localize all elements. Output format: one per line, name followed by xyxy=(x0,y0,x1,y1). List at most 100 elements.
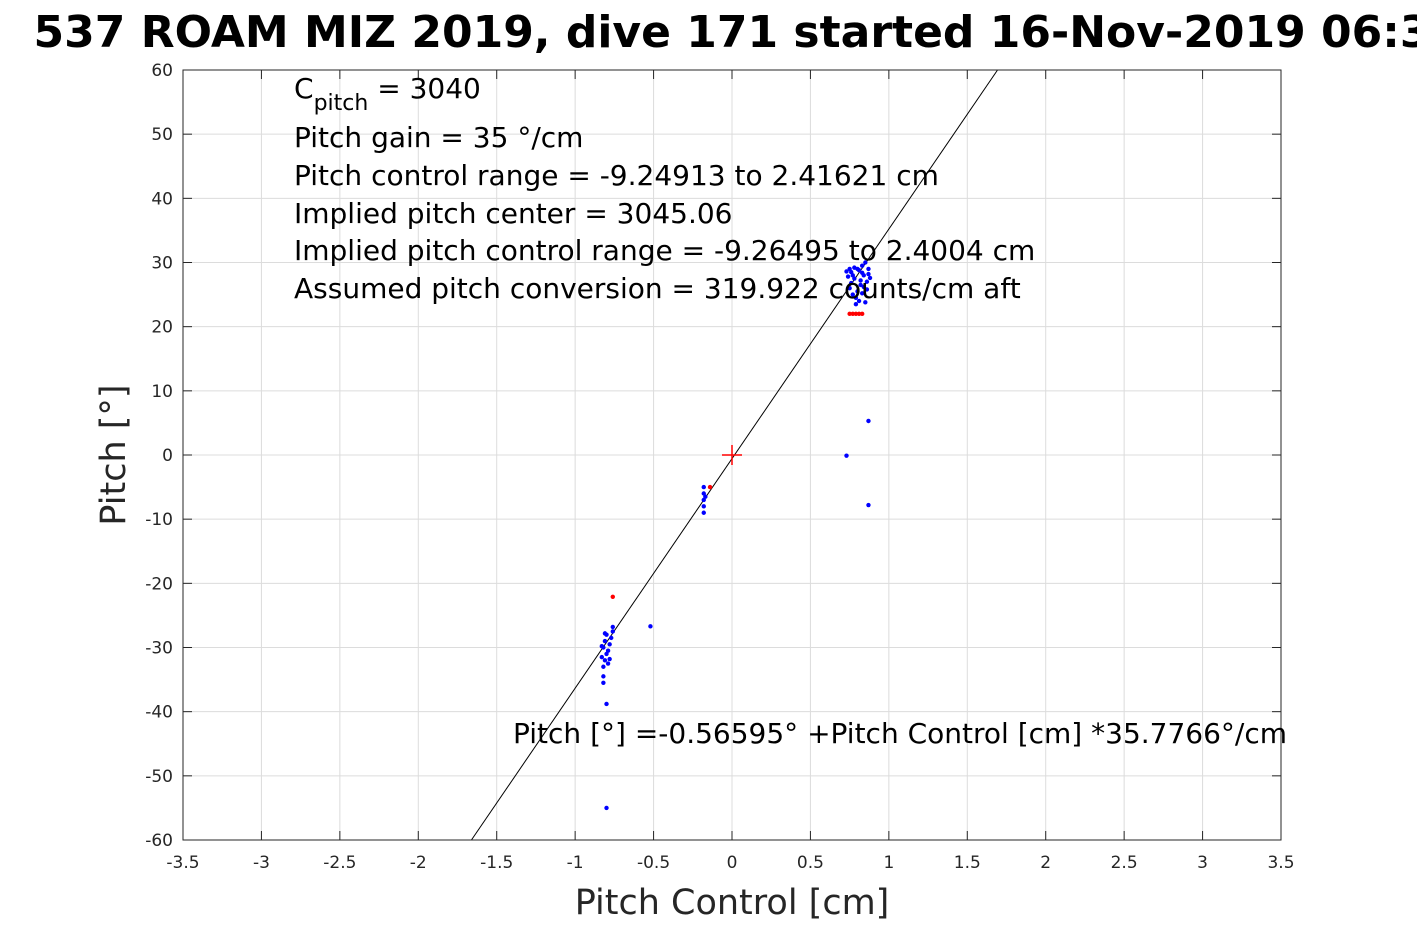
y-tick-label: -20 xyxy=(145,574,173,594)
data-point xyxy=(601,664,606,669)
fit-equation: Pitch [°] =-0.56595° +Pitch Control [cm]… xyxy=(513,717,1287,750)
data-points xyxy=(599,260,873,811)
x-tick-label: -2.5 xyxy=(323,853,356,873)
data-point xyxy=(604,805,609,811)
annotation-block: Cpitch = 3040 Pitch gain = 35 °/cm Pitch… xyxy=(294,72,1035,305)
data-point xyxy=(610,629,615,634)
data-point xyxy=(849,280,854,286)
data-point xyxy=(859,291,865,296)
axis-ticks: -3.5 -3 -2.5 -2 -1.5 -1 -0.5 0 0.5 1 1.5 2 2.5 3 3.5 60… xyxy=(145,61,1294,873)
data-point xyxy=(853,311,859,317)
y-tick-label: -60 xyxy=(145,831,173,851)
data-point xyxy=(866,271,871,277)
annotation-line: Pitch gain = 35 °/cm xyxy=(294,121,583,154)
data-point xyxy=(599,644,605,649)
data-point xyxy=(856,298,862,304)
x-tick-label: 1 xyxy=(883,853,894,873)
data-point xyxy=(601,680,606,685)
data-point xyxy=(866,502,871,508)
c-pitch-value: = 3040 xyxy=(368,72,481,105)
data-point xyxy=(701,484,706,490)
data-point xyxy=(604,701,609,707)
data-point xyxy=(610,624,615,630)
data-point xyxy=(703,494,708,499)
data-point xyxy=(863,260,868,265)
data-point xyxy=(610,594,615,600)
data-point xyxy=(602,638,608,644)
y-tick-label: 50 xyxy=(151,125,173,145)
x-tick-label: 2 xyxy=(1040,853,1051,873)
data-point xyxy=(607,656,612,662)
y-tick-label: 60 xyxy=(151,61,173,81)
data-point xyxy=(609,635,614,641)
annotation-line: Implied pitch control range = -9.26495 t… xyxy=(294,234,1035,267)
data-point xyxy=(853,302,859,307)
data-point xyxy=(601,674,606,679)
data-point xyxy=(850,311,855,317)
x-tick-label: 0.5 xyxy=(797,853,824,873)
x-tick-label: 3.5 xyxy=(1267,853,1294,873)
data-point xyxy=(648,624,653,629)
data-point xyxy=(602,658,608,663)
x-tick-label: -2 xyxy=(410,853,427,873)
c-pitch-symbol: C xyxy=(294,72,314,105)
x-tick-label: 2.5 xyxy=(1111,853,1138,873)
x-tick-label: -0.5 xyxy=(637,853,670,873)
data-point xyxy=(861,284,866,290)
y-tick-label: -10 xyxy=(145,510,173,530)
y-tick-label: 20 xyxy=(151,318,173,338)
center-marker xyxy=(722,445,742,465)
x-tick-label: -1 xyxy=(567,853,584,873)
x-tick-label: 3 xyxy=(1197,853,1208,873)
data-point xyxy=(864,279,870,284)
plot-frame xyxy=(182,69,1282,841)
data-point xyxy=(602,631,608,636)
data-point xyxy=(853,295,859,300)
data-point xyxy=(850,292,855,297)
y-tick-label: 0 xyxy=(162,446,173,466)
annotation-c-pitch: Cpitch = 3040 xyxy=(294,72,481,116)
y-tick-label: -40 xyxy=(145,703,173,723)
data-point xyxy=(847,285,852,291)
y-tick-label: -30 xyxy=(145,639,173,659)
data-point xyxy=(852,265,857,270)
data-point xyxy=(855,289,860,294)
annotation-line: Pitch control range = -9.24913 to 2.4162… xyxy=(294,159,939,192)
y-tick-label: -50 xyxy=(145,767,173,787)
x-tick-label: 0 xyxy=(727,853,738,873)
data-point xyxy=(844,453,849,458)
data-point xyxy=(847,311,852,317)
data-point xyxy=(858,278,863,283)
data-point xyxy=(859,263,865,268)
data-point xyxy=(844,269,849,274)
data-point xyxy=(607,642,612,647)
data-point xyxy=(605,648,611,653)
x-tick-label: -1.5 xyxy=(480,853,513,873)
data-point xyxy=(850,273,855,278)
data-point xyxy=(859,270,865,275)
chart-title: 537 ROAM MIZ 2019, dive 171 started 16-N… xyxy=(34,7,1417,58)
data-point xyxy=(707,484,713,490)
x-tick-label: 1.5 xyxy=(954,853,981,873)
data-point xyxy=(599,654,605,660)
data-point xyxy=(701,510,706,515)
data-point xyxy=(847,266,852,272)
data-point xyxy=(867,275,873,281)
data-point xyxy=(863,300,868,305)
data-point xyxy=(859,311,865,317)
data-point xyxy=(856,268,862,273)
data-point xyxy=(864,287,870,292)
data-point xyxy=(856,311,862,317)
y-axis-label: Pitch [°] xyxy=(94,384,134,525)
x-tick-label: -3.5 xyxy=(166,853,199,873)
x-tick-label: -3 xyxy=(253,853,270,873)
y-tick-label: 10 xyxy=(151,382,173,402)
data-point xyxy=(866,266,871,272)
data-point xyxy=(701,504,706,509)
data-point xyxy=(845,274,851,279)
c-pitch-subscript: pitch xyxy=(314,91,369,116)
y-tick-label: 40 xyxy=(151,189,173,209)
data-point xyxy=(866,418,871,424)
annotation-line: Assumed pitch conversion = 319.922 count… xyxy=(294,272,1021,305)
